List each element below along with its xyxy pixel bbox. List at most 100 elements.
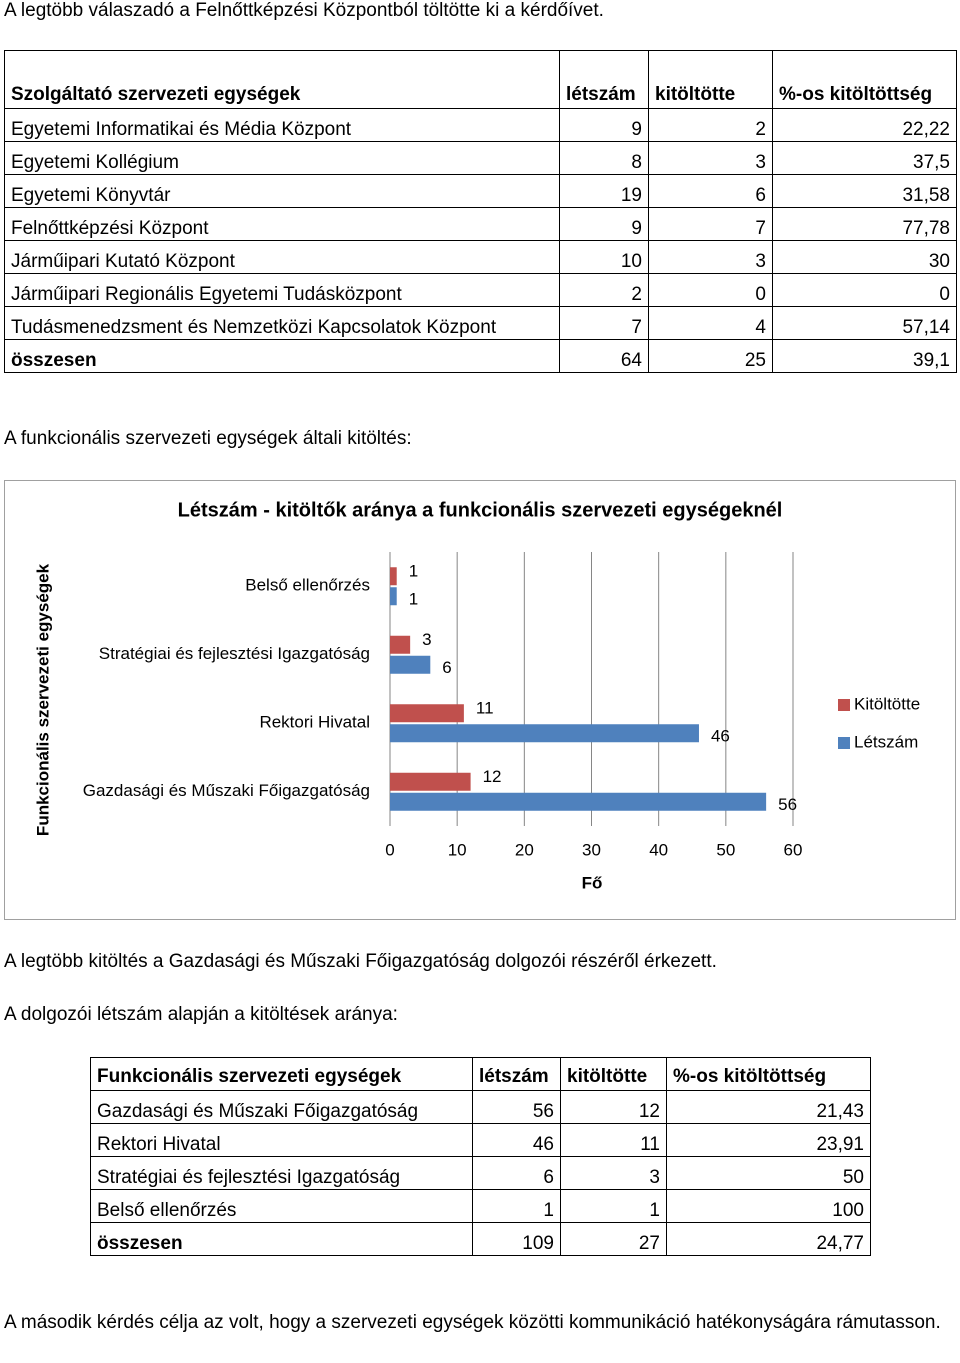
- legend-swatch: [838, 737, 850, 749]
- cell: 4: [648, 306, 773, 340]
- cell: 46: [472, 1123, 561, 1157]
- cell: összesen: [90, 1222, 473, 1256]
- x-tick-label: 40: [649, 840, 668, 859]
- x-tick-label: 0: [385, 840, 394, 859]
- cell: 6: [472, 1156, 561, 1190]
- data-label: 12: [483, 767, 502, 786]
- cell: 2: [648, 108, 773, 142]
- cell: 39,1: [772, 339, 957, 373]
- cell: 100: [666, 1189, 871, 1223]
- cell: összesen: [4, 339, 560, 373]
- cell: 2: [559, 273, 649, 307]
- paragraph: A dolgozói létszám alapján a kitöltések …: [4, 1004, 398, 1025]
- header-cell: kitöltötte: [648, 50, 773, 109]
- data-label: 46: [711, 727, 730, 746]
- table: Szolgáltató szervezeti egységek létszám ki…: [4, 50, 957, 373]
- chart-frame: [4, 480, 956, 920]
- cell: 21,43: [666, 1090, 871, 1124]
- cell: 9: [559, 108, 649, 142]
- cell: 24,77: [666, 1222, 871, 1256]
- header-cell: Szolgáltató szervezeti egységek: [4, 50, 560, 109]
- data-label: 56: [778, 795, 797, 814]
- cell: 12: [560, 1090, 667, 1124]
- cell: 8: [559, 141, 649, 175]
- paragraph: A funkcionális szervezeti egységek által…: [4, 428, 412, 449]
- legend-label: Létszám: [854, 732, 918, 751]
- bar: [390, 704, 464, 723]
- cell: Gazdasági és Műszaki Főigazgatóság: [90, 1090, 473, 1124]
- header-cell: létszám: [472, 1057, 561, 1091]
- cell: 31,58: [772, 174, 957, 208]
- cell: 11: [560, 1123, 667, 1157]
- paragraph: A második kérdés célja az volt, hogy a s…: [4, 1312, 941, 1333]
- y-tick-label: Rektori Hivatal: [259, 713, 370, 732]
- cell: 0: [648, 273, 773, 307]
- header-cell: kitöltötte: [560, 1057, 667, 1091]
- bar: [390, 724, 699, 743]
- cell: 1: [472, 1189, 561, 1223]
- cell: 77,78: [772, 207, 957, 241]
- cell: Járműipari Kutató Központ: [4, 240, 560, 274]
- cell: Belső ellenőrzés: [90, 1189, 473, 1223]
- cell: 9: [559, 207, 649, 241]
- data-label: 6: [442, 658, 451, 677]
- table: Funkcionális szervezeti egységek létszám k…: [90, 1057, 871, 1256]
- cell: 7: [648, 207, 773, 241]
- bar: [390, 567, 397, 586]
- bar: [390, 587, 397, 606]
- cell: 10: [559, 240, 649, 274]
- bar: [390, 635, 411, 654]
- data-label: 3: [422, 630, 431, 649]
- bar: [390, 772, 471, 791]
- cell: 64: [559, 339, 649, 373]
- cell: Járműipari Regionális Egyetemi Tudásközp…: [4, 273, 560, 307]
- x-tick-label: 20: [515, 840, 534, 859]
- cell: Stratégiai és fejlesztési Igazgatóság: [90, 1156, 473, 1190]
- cell: Felnőttképzési Központ: [4, 207, 560, 241]
- paragraph: A legtöbb kitöltés a Gazdasági és Műszak…: [4, 951, 717, 972]
- x-tick-label: 30: [582, 840, 601, 859]
- cell: 3: [648, 240, 773, 274]
- cell: 19: [559, 174, 649, 208]
- chart: Létszám - kitöltők aránya a funkcionális…: [4, 480, 956, 920]
- legend-label: Kitöltötte: [854, 694, 920, 713]
- cell: 57,14: [772, 306, 957, 340]
- legend-swatch: [838, 699, 850, 711]
- cell: 6: [648, 174, 773, 208]
- y-tick-label: Belső ellenőrzés: [245, 576, 370, 595]
- cell: 37,5: [772, 141, 957, 175]
- cell: 30: [772, 240, 957, 274]
- y-tick-label: Stratégiai és fejlesztési Igazgatóság: [99, 644, 370, 663]
- cell: 27: [560, 1222, 667, 1256]
- data-label: 11: [476, 699, 494, 718]
- y-tick-label: Gazdasági és Műszaki Főigazgatóság: [83, 781, 370, 800]
- cell: 25: [648, 339, 773, 373]
- x-axis-label: Fő: [582, 873, 603, 892]
- cell: 0: [772, 273, 957, 307]
- cell: 50: [666, 1156, 871, 1190]
- cell: 23,91: [666, 1123, 871, 1157]
- header-cell: létszám: [559, 50, 649, 109]
- header-cell: %-os kitöltöttség: [666, 1057, 871, 1091]
- header-cell: %-os kitöltöttség: [772, 50, 957, 109]
- chart-title: Létszám - kitöltők aránya a funkcionális…: [178, 499, 783, 521]
- cell: Egyetemi Kollégium: [4, 141, 560, 175]
- intro: A legtöbb válaszadó a Felnőttképzési Köz…: [4, 0, 604, 21]
- bar: [390, 655, 431, 674]
- data-label: 1: [409, 562, 418, 581]
- cell: 22,22: [772, 108, 957, 142]
- x-tick-label: 10: [448, 840, 467, 859]
- cell: Egyetemi Könyvtár: [4, 174, 560, 208]
- cell: 56: [472, 1090, 561, 1124]
- cell: 1: [560, 1189, 667, 1223]
- data-label: 1: [409, 590, 418, 609]
- cell: 3: [648, 141, 773, 175]
- x-tick-label: 50: [716, 840, 735, 859]
- bar: [390, 792, 767, 811]
- header-cell: Funkcionális szervezeti egységek: [90, 1057, 473, 1091]
- y-axis-label: Funkcionális szervezeti egységek: [33, 563, 52, 836]
- cell: Tudásmenedzsment és Nemzetközi Kapcsolat…: [4, 306, 560, 340]
- cell: 7: [559, 306, 649, 340]
- cell: Rektori Hivatal: [90, 1123, 473, 1157]
